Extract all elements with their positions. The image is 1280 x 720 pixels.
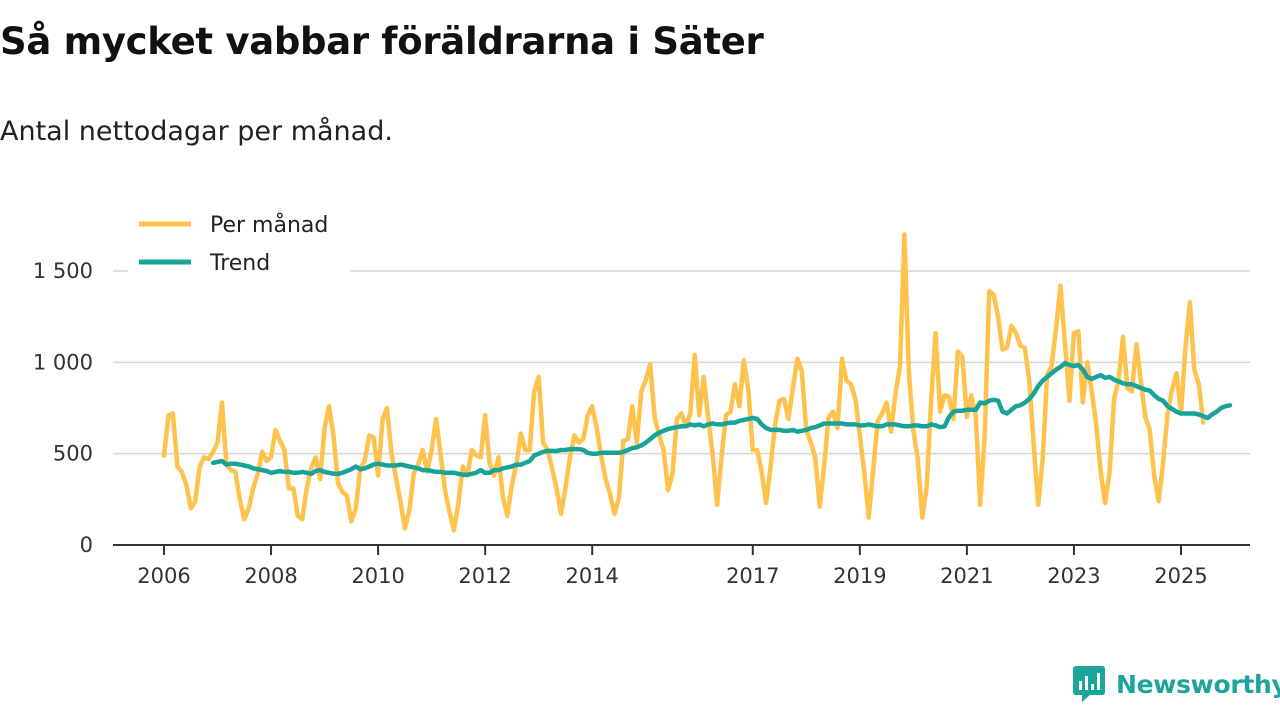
legend-background: [128, 203, 350, 279]
newsworthy-brand: Newsworthy: [1072, 664, 1280, 704]
x-tick-label: 2010: [351, 564, 404, 588]
page-subtitle: Antal nettodagar per månad.: [0, 116, 393, 147]
x-tick-label: 2006: [137, 564, 190, 588]
x-tick-label: 2021: [940, 564, 993, 588]
x-tick-label: 2012: [458, 564, 511, 588]
x-tick-label: 2008: [244, 564, 297, 588]
series-line-trend: [210, 360, 1233, 477]
page-title: Så mycket vabbar föräldrarna i Säter: [0, 20, 764, 63]
y-tick-label: 1 500: [33, 259, 93, 283]
chart-logo-icon: [1073, 666, 1105, 702]
legend-label: Trend: [209, 251, 270, 276]
brand-name: Newsworthy: [1116, 669, 1280, 699]
y-tick-label: 0: [80, 533, 93, 557]
y-tick-label: 500: [53, 442, 93, 466]
x-tick-label: 2023: [1047, 564, 1100, 588]
x-tick-label: 2014: [565, 564, 618, 588]
x-tick-label: 2025: [1154, 564, 1207, 588]
x-tick-label: 2019: [833, 564, 886, 588]
y-tick-label: 1 000: [33, 350, 93, 374]
x-tick-label: 2017: [726, 564, 779, 588]
legend-label: Per månad: [210, 212, 328, 238]
